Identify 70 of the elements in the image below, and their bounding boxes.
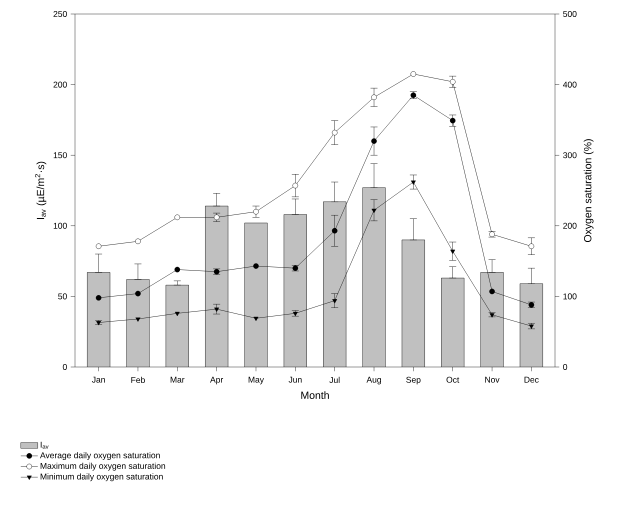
y2-tick-label: 500 xyxy=(563,11,577,17)
point xyxy=(450,78,456,85)
point xyxy=(410,71,416,77)
point xyxy=(214,308,220,312)
y-axis-title: I$_{av}$ (µE/m$^{2}$·s) xyxy=(35,162,46,219)
bar xyxy=(205,206,228,367)
y2-tick-label: 400 xyxy=(562,82,577,88)
point xyxy=(174,312,180,316)
point xyxy=(372,208,376,214)
x-tick-label: Oct xyxy=(446,376,460,383)
y2-tick-label: 100 xyxy=(563,293,577,300)
legend-label: Average daily oxygen saturation xyxy=(40,452,160,460)
point xyxy=(136,317,140,322)
bar xyxy=(126,279,150,367)
x-tick-label: Nov xyxy=(485,376,500,383)
x-tick-label: Jun xyxy=(288,376,302,383)
point xyxy=(332,228,338,234)
bar xyxy=(480,272,504,367)
legend-label: Minimum daily oxygen saturation xyxy=(40,473,163,482)
x-tick-label: May xyxy=(248,376,264,384)
bar xyxy=(323,202,346,367)
x-tick-label: Feb xyxy=(131,376,145,383)
x-tick-label: Aug xyxy=(366,376,382,384)
point xyxy=(214,214,220,220)
y-tick-label: 200 xyxy=(54,82,67,88)
x-tick-label: Jan xyxy=(92,376,105,383)
legend-label: I$_{av}$ xyxy=(40,442,49,449)
y2-axis-title: Oxygen saturation (%) xyxy=(584,139,594,242)
y-tick-label: 0 xyxy=(62,364,67,370)
point xyxy=(371,94,377,100)
point xyxy=(174,214,180,220)
point xyxy=(371,138,377,144)
bar xyxy=(520,283,544,367)
point xyxy=(135,290,141,296)
bar xyxy=(362,188,386,367)
x-tick-label: Jul xyxy=(329,376,340,383)
point xyxy=(332,299,338,304)
bar xyxy=(284,214,307,367)
bar xyxy=(244,222,268,367)
bar xyxy=(441,278,464,367)
y2-tick-label: 200 xyxy=(563,222,577,229)
point xyxy=(96,295,102,301)
point xyxy=(292,182,298,188)
y-tick-label: 50 xyxy=(58,293,67,300)
point xyxy=(410,180,416,185)
legend-label: Maximum daily oxygen saturation xyxy=(40,462,166,471)
point xyxy=(135,238,141,244)
y-tick-label: 100 xyxy=(54,222,67,229)
x-tick-label: Mar xyxy=(170,376,184,383)
point xyxy=(253,263,259,269)
y2-tick-label: 300 xyxy=(563,152,577,158)
x-tick-label: Dec xyxy=(524,376,539,383)
y-tick-label: 150 xyxy=(54,152,67,158)
point xyxy=(253,208,259,214)
point xyxy=(332,130,338,136)
bar xyxy=(166,285,189,367)
bar xyxy=(87,272,110,367)
point xyxy=(450,118,456,124)
x-tick-label: Apr xyxy=(210,376,224,384)
point xyxy=(489,288,495,294)
point xyxy=(174,266,180,272)
point xyxy=(96,243,102,250)
point xyxy=(254,316,258,322)
y2-tick-label: 0 xyxy=(563,364,568,370)
point xyxy=(450,250,456,254)
bar xyxy=(402,240,425,367)
y-tick-label: 250 xyxy=(54,11,67,17)
x-axis-title: Month xyxy=(301,391,329,399)
point xyxy=(528,243,534,250)
x-tick-label: Sep xyxy=(406,376,421,384)
